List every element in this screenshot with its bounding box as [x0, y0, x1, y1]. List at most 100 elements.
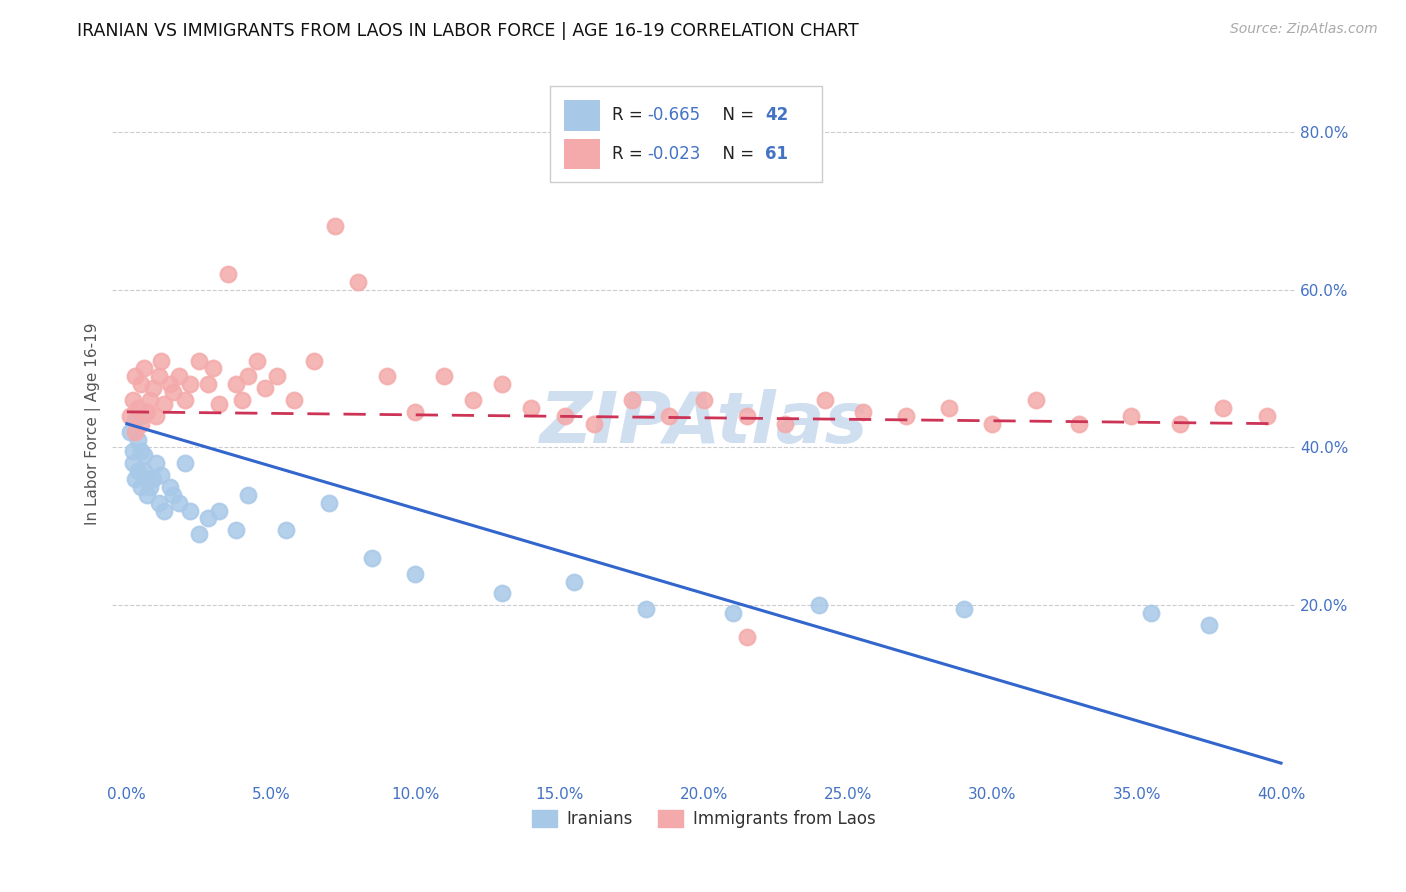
Point [938, 401, 960, 415]
Point [1025, 392, 1047, 407]
Point [231, 392, 253, 407]
Point [323, 219, 346, 234]
Point [118, 409, 141, 423]
Point [124, 413, 146, 427]
Text: ZIPAtlas: ZIPAtlas [540, 389, 868, 458]
Point [167, 369, 190, 384]
Point [246, 353, 269, 368]
Point [167, 496, 190, 510]
Point [148, 496, 170, 510]
Text: N =: N = [713, 145, 759, 162]
Point [1168, 417, 1191, 431]
Point [1067, 417, 1090, 431]
Point [491, 377, 513, 392]
Point [121, 444, 143, 458]
Point [236, 369, 259, 384]
Point [129, 377, 152, 392]
Point [583, 417, 606, 431]
Text: IRANIAN VS IMMIGRANTS FROM LAOS IN LABOR FORCE | AGE 16-19 CORRELATION CHART: IRANIAN VS IMMIGRANTS FROM LAOS IN LABOR… [77, 22, 859, 40]
Y-axis label: In Labor Force | Age 16-19: In Labor Force | Age 16-19 [86, 323, 101, 525]
Point [129, 417, 152, 431]
Point [773, 417, 796, 431]
FancyBboxPatch shape [564, 139, 600, 169]
Point [162, 385, 184, 400]
Point [721, 606, 744, 620]
Point [1256, 409, 1278, 423]
Point [139, 480, 162, 494]
Point [129, 409, 152, 423]
Point [404, 405, 426, 419]
Point [1212, 401, 1234, 415]
Point [121, 392, 143, 407]
Text: R =: R = [612, 106, 648, 124]
Point [404, 566, 426, 581]
Point [134, 361, 156, 376]
Point [814, 392, 837, 407]
Point [124, 369, 146, 384]
Point [153, 503, 176, 517]
Point [274, 523, 297, 537]
Text: -0.665: -0.665 [647, 106, 700, 124]
Point [1119, 409, 1142, 423]
Point [118, 425, 141, 439]
Point [304, 353, 326, 368]
Point [520, 401, 543, 415]
Point [153, 397, 176, 411]
Point [735, 409, 758, 423]
Point [217, 267, 239, 281]
Point [127, 433, 149, 447]
Point [735, 630, 758, 644]
Text: R =: R = [612, 145, 648, 162]
Point [145, 409, 167, 423]
Point [150, 468, 173, 483]
Text: Source: ZipAtlas.com: Source: ZipAtlas.com [1230, 22, 1378, 37]
Point [188, 353, 211, 368]
Text: -0.023: -0.023 [647, 145, 700, 162]
Point [173, 456, 195, 470]
Point [142, 472, 165, 486]
Point [225, 377, 247, 392]
Point [346, 275, 368, 289]
Point [636, 602, 658, 616]
Point [808, 599, 831, 613]
Point [124, 472, 146, 486]
Point [159, 480, 181, 494]
Point [202, 361, 225, 376]
Point [254, 381, 277, 395]
Point [124, 425, 146, 439]
Point [562, 574, 585, 589]
Point [554, 409, 576, 423]
Point [179, 377, 201, 392]
Point [142, 381, 165, 395]
Point [145, 456, 167, 470]
Point [658, 409, 681, 423]
Point [1140, 606, 1163, 620]
Point [318, 496, 340, 510]
Text: 42: 42 [765, 106, 789, 124]
Point [127, 464, 149, 478]
FancyBboxPatch shape [550, 87, 823, 182]
Point [197, 511, 219, 525]
Point [361, 550, 384, 565]
Point [179, 503, 201, 517]
Point [129, 444, 152, 458]
Point [981, 417, 1004, 431]
Point [127, 401, 149, 415]
Point [375, 369, 398, 384]
Point [121, 456, 143, 470]
Point [208, 503, 231, 517]
Point [148, 369, 170, 384]
Point [894, 409, 917, 423]
Point [852, 405, 875, 419]
Point [136, 488, 159, 502]
Point [129, 480, 152, 494]
Point [266, 369, 288, 384]
Legend: Iranians, Immigrants from Laos: Iranians, Immigrants from Laos [526, 803, 883, 835]
Point [188, 527, 211, 541]
Point [236, 488, 259, 502]
Point [134, 464, 156, 478]
Point [461, 392, 484, 407]
Point [173, 392, 195, 407]
Point [620, 392, 643, 407]
Point [1299, 417, 1322, 431]
